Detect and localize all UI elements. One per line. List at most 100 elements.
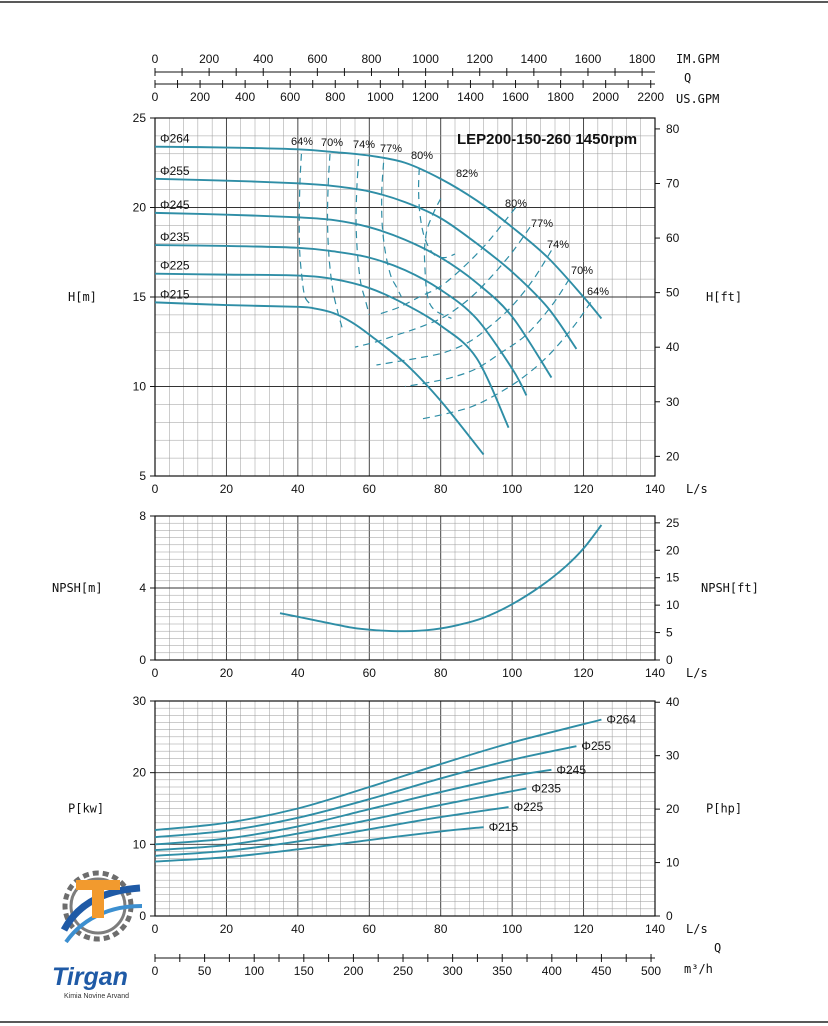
y-tick-label: 8: [139, 509, 146, 523]
efficiency-curve: [423, 198, 452, 320]
head-panel: 0 20 40 60 80 100 120 140 L/s 5 10 15 20 25 20 30 40 50 60…: [68, 111, 742, 496]
tirgan-logo: Tirgan Kimia Novine Arvand: [52, 870, 143, 1000]
x-tick-label: 120: [574, 482, 594, 496]
bottom-tick-label: 0: [152, 964, 159, 978]
x-axis-label: L/s: [686, 482, 708, 496]
q-label-bottom: Q: [714, 941, 721, 955]
y-axis-label: NPSH[m]: [52, 581, 103, 595]
power-series-label: Φ225: [514, 800, 544, 814]
y-tick-label: 4: [139, 581, 146, 595]
power-curve-series: [154, 718, 602, 831]
head-series-label: Φ235: [160, 230, 190, 244]
top-tick-label: 1800: [547, 90, 574, 104]
head-curve-series: [154, 211, 553, 379]
power-series-label: Φ215: [489, 820, 519, 834]
us-gpm-label: US.GPM: [676, 92, 719, 106]
efficiency-label: 64%: [587, 286, 609, 298]
efficiency-label: 80%: [411, 150, 433, 162]
y-tick-label: 10: [133, 837, 147, 851]
efficiency-label: 74%: [547, 239, 569, 251]
x-tick-label: 100: [502, 482, 522, 496]
x-axis-label: L/s: [686, 666, 708, 680]
bottom-tick-label: 300: [443, 964, 463, 978]
top-tick-label: 200: [199, 52, 219, 66]
y-axis-label: H[m]: [68, 290, 97, 304]
bottom-tick-label: 450: [591, 964, 611, 978]
logo-name: Tirgan: [52, 963, 128, 991]
power-series-label: Φ264: [606, 713, 636, 727]
y2-tick-label: 40: [666, 695, 680, 709]
x-tick-label: 0: [152, 922, 159, 936]
y2-tick-label: 40: [666, 340, 680, 354]
x-tick-label: 80: [434, 482, 448, 496]
head-series-label: Φ255: [160, 164, 190, 178]
head-curve-series: [154, 301, 485, 456]
top-tick-label: 0: [152, 90, 159, 104]
top-tick-label: 800: [325, 90, 345, 104]
y2-tick-label: 10: [666, 598, 680, 612]
top-tick-label: 400: [253, 52, 273, 66]
x-tick-label: 40: [291, 922, 305, 936]
y2-tick-label: 20: [666, 449, 680, 463]
top-tick-label: 1600: [575, 52, 602, 66]
head-series-label: Φ264: [160, 132, 190, 146]
top-tick-label: 0: [152, 52, 159, 66]
bottom-tick-label: 200: [343, 964, 363, 978]
y-tick-label: 20: [133, 201, 147, 215]
efficiency-label: 74%: [353, 139, 375, 151]
top-tick-label: 600: [307, 52, 327, 66]
y-tick-label: 5: [139, 469, 146, 483]
top-tick-label: 1400: [457, 90, 484, 104]
y2-axis-label: P[hp]: [706, 802, 742, 816]
x-tick-label: 40: [291, 666, 305, 680]
x-tick-label: 120: [574, 666, 594, 680]
efficiency-curve: [376, 207, 517, 316]
q-label-top: Q: [684, 71, 691, 85]
x-tick-label: 140: [645, 482, 665, 496]
y2-tick-label: 30: [666, 749, 680, 763]
efficiency-label: 70%: [571, 265, 593, 277]
y2-axis-label: NPSH[ft]: [701, 581, 759, 595]
bottom-tick-label: 400: [542, 964, 562, 978]
bottom-tick-label: 250: [393, 964, 413, 978]
npsh-curve-series: [279, 524, 603, 633]
efficiency-label: 77%: [380, 143, 402, 155]
x-tick-label: 140: [645, 922, 665, 936]
efficiency-curve: [355, 159, 370, 316]
y-tick-label: 20: [133, 766, 147, 780]
top-tick-label: 400: [235, 90, 255, 104]
top-tick-label: 1600: [502, 90, 529, 104]
efficiency-label: 77%: [531, 218, 553, 230]
head-curve-series: [154, 272, 510, 429]
y2-tick-label: 10: [666, 856, 680, 870]
head-series-label: Φ215: [160, 287, 190, 301]
top-tick-label: 2200: [637, 90, 664, 104]
x-tick-label: 80: [434, 666, 448, 680]
efficiency-curve: [381, 162, 402, 298]
y2-tick-label: 20: [666, 543, 680, 557]
efficiency-curve: [422, 302, 592, 420]
x-axis-label: L/s: [686, 922, 708, 936]
y2-tick-label: 20: [666, 802, 680, 816]
top-tick-label: 1000: [412, 52, 439, 66]
top-flow-axes: 0 200 400 600 800 1000 1200 1400 1600 1800 0 200 400…: [152, 52, 720, 106]
efficiency-curve: [376, 250, 552, 366]
y-tick-label: 0: [139, 909, 146, 923]
bottom-tick-label: 500: [641, 964, 661, 978]
y-axis-label: P[kw]: [68, 802, 104, 816]
x-tick-label: 0: [152, 482, 159, 496]
top-tick-label: 1400: [520, 52, 547, 66]
efficiency-label: 80%: [505, 198, 527, 210]
power-curve-series: [154, 787, 527, 852]
power-series-label: Φ235: [531, 781, 561, 795]
x-tick-label: 120: [574, 922, 594, 936]
y2-tick-label: 0: [666, 653, 673, 667]
x-tick-label: 60: [363, 482, 377, 496]
efficiency-curve: [417, 168, 456, 259]
power-curve-series: [154, 826, 484, 863]
x-tick-label: 80: [434, 922, 448, 936]
head-curve-series: [154, 177, 578, 350]
t-letter-icon: [76, 880, 120, 918]
x-tick-label: 140: [645, 666, 665, 680]
